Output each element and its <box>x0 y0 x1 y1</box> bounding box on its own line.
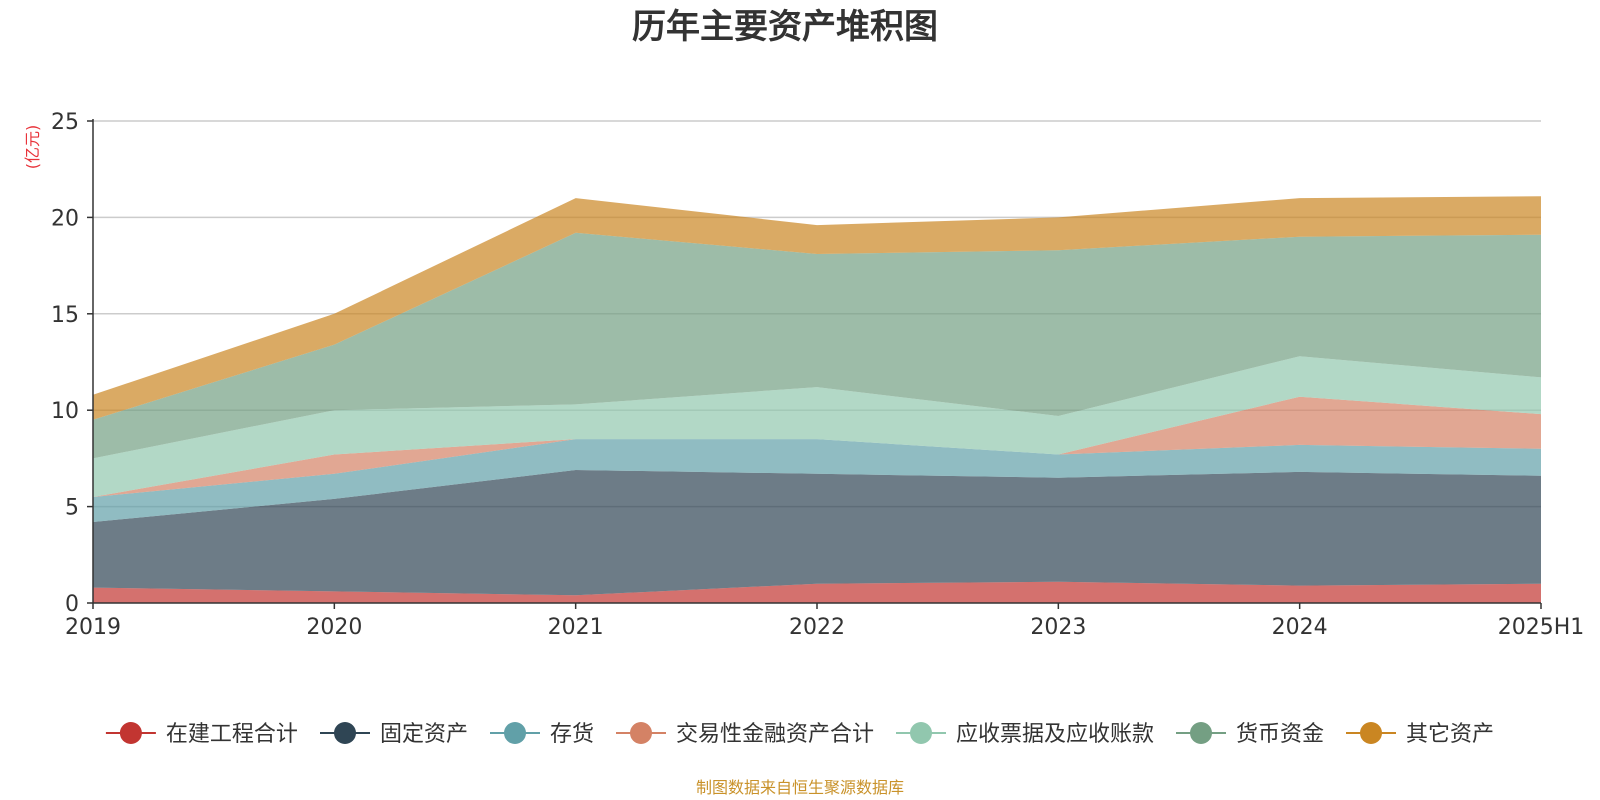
axes: 0 5 10 15 20 25 2019 2020 2021 2022 2023 2024 2025H1 <box>51 110 1584 640</box>
legend-item[interactable]: 固定资产 <box>320 722 468 747</box>
legend-dot-marker <box>910 722 932 744</box>
legend-dot-marker <box>334 722 356 744</box>
legend-item[interactable]: 在建工程合计 <box>105 722 298 747</box>
y-tick-label: 5 <box>65 496 79 521</box>
area-series-2 <box>93 470 1541 596</box>
legend-item[interactable]: 应收票据及应收账款 <box>896 722 1154 747</box>
legend-item[interactable]: 其它资产 <box>1346 722 1494 747</box>
y-axis-unit-label: (亿元) <box>23 125 42 170</box>
legend-label: 在建工程合计 <box>166 722 298 747</box>
y-tick-label: 15 <box>51 303 79 328</box>
legend-dot-marker <box>1360 722 1382 744</box>
x-tick-label: 2025H1 <box>1498 615 1585 640</box>
legend-label: 固定资产 <box>380 722 468 747</box>
legend-dot-marker <box>630 722 652 744</box>
legend-item[interactable]: 存货 <box>490 722 594 747</box>
x-tick-label: 2021 <box>548 615 604 640</box>
data-source-note: 制图数据来自恒生聚源数据库 <box>696 778 904 797</box>
y-tick-label: 10 <box>51 399 79 424</box>
area-series-3 <box>93 439 1541 522</box>
x-tick-label: 2019 <box>65 615 121 640</box>
legend-label: 其它资产 <box>1406 722 1494 747</box>
legend-dot-marker <box>1190 722 1212 744</box>
area-series-5 <box>93 356 1541 497</box>
area-series-1 <box>93 581 1541 603</box>
legend-label: 存货 <box>550 722 594 747</box>
area-series-6 <box>93 232 1541 459</box>
x-tick-label: 2022 <box>789 615 845 640</box>
legend-label: 应收票据及应收账款 <box>956 722 1154 747</box>
area-series-4 <box>93 396 1541 497</box>
x-tick-label: 2020 <box>306 615 362 640</box>
legend-label: 交易性金融资产合计 <box>676 722 874 747</box>
y-tick-label: 0 <box>65 592 79 617</box>
legend-item[interactable]: 货币资金 <box>1176 722 1324 747</box>
legend-dot-marker <box>504 722 526 744</box>
legend-dot-marker <box>119 722 142 744</box>
legend-label: 货币资金 <box>1236 722 1324 747</box>
area-series-group <box>93 196 1541 603</box>
legend-item[interactable]: 交易性金融资产合计 <box>616 722 874 747</box>
y-tick-label: 20 <box>51 206 79 231</box>
chart-title: 历年主要资产堆积图 <box>632 7 938 47</box>
x-tick-label: 2024 <box>1272 615 1328 640</box>
x-tick-label: 2023 <box>1030 615 1086 640</box>
legend: 在建工程合计 固定资产 存货 交易性金融资产合计 应收票据及应收账款 货币资金 其它资产 <box>105 722 1494 747</box>
y-tick-label: 25 <box>51 110 79 135</box>
area-series-7 <box>93 196 1541 420</box>
